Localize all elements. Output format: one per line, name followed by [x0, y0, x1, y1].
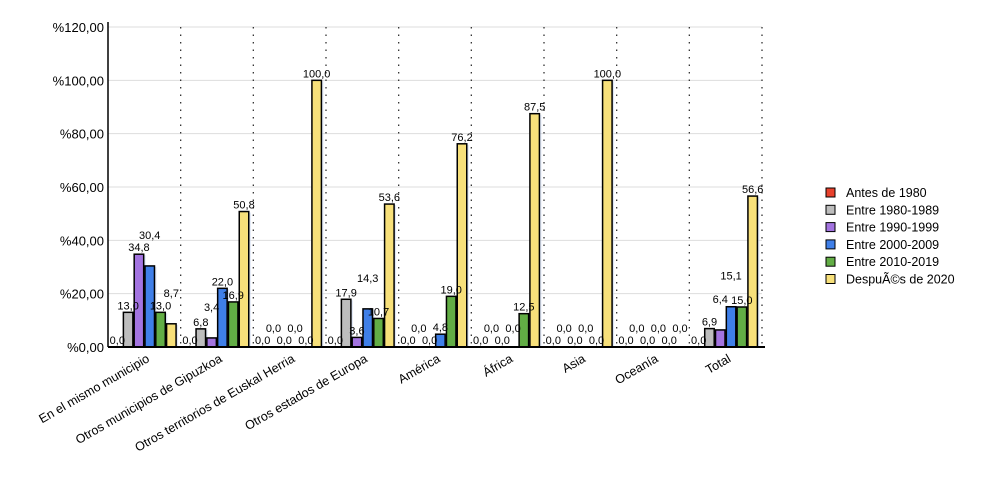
- data-label: 12,5: [513, 302, 534, 314]
- data-label: 0,0: [287, 323, 302, 335]
- legend-swatch: [825, 239, 836, 250]
- data-label: 0,0: [266, 323, 281, 335]
- legend-label: Entre 2000-2009: [846, 238, 939, 252]
- y-tick-label: %100,00: [53, 73, 104, 88]
- bar: [165, 323, 177, 348]
- data-label: 0,0: [672, 323, 687, 335]
- legend-swatch: [825, 187, 836, 198]
- legend-swatch: [825, 256, 836, 267]
- x-tick-label: África: [480, 351, 515, 380]
- data-label: 30,4: [139, 230, 160, 242]
- data-label: 6,9: [702, 317, 717, 329]
- y-tick-label: %80,00: [60, 127, 104, 142]
- bar: [238, 210, 250, 348]
- data-label: 0,0: [567, 335, 582, 347]
- y-tick-label: %0,00: [67, 340, 104, 355]
- legend-label: Entre 1980-1989: [846, 203, 939, 217]
- y-tick-label: %20,00: [60, 287, 104, 302]
- bar: [725, 305, 737, 348]
- y-tick-label: %40,00: [60, 233, 104, 248]
- data-label: 4,8: [433, 322, 448, 334]
- data-label: 16,9: [222, 290, 243, 302]
- x-tick-label: Oceanía: [613, 351, 661, 387]
- legend-label: Entre 1990-1999: [846, 221, 939, 235]
- y-tick-label: %60,00: [60, 180, 104, 195]
- data-label: 0,0: [473, 335, 488, 347]
- data-label: 0,0: [328, 335, 343, 347]
- data-label: 8,7: [164, 288, 179, 300]
- data-label: 0,0: [277, 335, 292, 347]
- data-label: 6,4: [713, 294, 728, 306]
- data-label: 0,0: [589, 335, 604, 347]
- bar: [736, 306, 748, 348]
- bar: [747, 195, 759, 348]
- bar: [351, 336, 363, 348]
- data-label: 0,0: [618, 335, 633, 347]
- data-label: 56,6: [742, 184, 763, 196]
- data-label: 0,0: [110, 335, 125, 347]
- data-label: 6,8: [193, 317, 208, 329]
- legend-swatch: [825, 204, 836, 215]
- data-label: 0,0: [422, 335, 437, 347]
- data-label: 0,0: [578, 323, 593, 335]
- legend-label: Entre 2010-2019: [846, 255, 939, 269]
- data-label: 3,6: [349, 325, 364, 337]
- data-label: 0,0: [505, 323, 520, 335]
- data-label: 50,8: [233, 200, 254, 212]
- data-label: 0,0: [411, 323, 426, 335]
- data-label: 76,2: [451, 132, 472, 144]
- data-label: 0,0: [255, 335, 270, 347]
- data-label: 0,0: [691, 335, 706, 347]
- data-label: 0,0: [546, 335, 561, 347]
- bar: [714, 329, 726, 348]
- bar: [311, 79, 323, 348]
- data-label: 17,9: [335, 287, 356, 299]
- legend-swatch: [825, 222, 836, 233]
- data-label: 15,0: [731, 295, 752, 307]
- data-label: 53,6: [379, 192, 400, 204]
- data-label: 13,0: [150, 300, 171, 312]
- bar: [227, 301, 239, 348]
- x-tick-label: Asia: [560, 351, 588, 375]
- bar: [373, 317, 385, 348]
- data-label: 15,1: [720, 271, 741, 283]
- data-label: 0,0: [629, 323, 644, 335]
- data-label: 0,0: [182, 335, 197, 347]
- data-label: 3,4: [204, 302, 219, 314]
- y-tick-label: %120,00: [53, 20, 104, 35]
- data-label: 0,0: [298, 335, 313, 347]
- x-tick-label: Otros estados de Europa: [242, 351, 369, 433]
- data-label: 13,0: [117, 300, 138, 312]
- data-label: 19,0: [440, 284, 461, 296]
- data-label: 0,0: [651, 323, 666, 335]
- data-label: 0,0: [640, 335, 655, 347]
- data-label: 87,5: [524, 102, 545, 114]
- data-label: 14,3: [357, 273, 378, 285]
- x-tick-label: Total: [703, 351, 733, 376]
- data-label: 34,8: [128, 242, 149, 254]
- data-label: 100,0: [594, 68, 622, 80]
- legend-swatch: [825, 274, 836, 284]
- bar: [206, 337, 218, 348]
- data-label: 0,0: [495, 335, 510, 347]
- data-label: 0,0: [556, 323, 571, 335]
- x-tick-label: América: [396, 351, 443, 386]
- bar: [456, 143, 468, 348]
- legend-label: DespuÃ©s de 2020: [846, 273, 955, 287]
- bar: [155, 311, 167, 348]
- data-label: 10,7: [368, 306, 389, 318]
- data-label: 0,0: [484, 323, 499, 335]
- bar: [601, 79, 613, 348]
- legend-label: Antes de 1980: [846, 186, 927, 200]
- data-label: 100,0: [303, 68, 331, 80]
- bar: [383, 203, 395, 348]
- data-label: 0,0: [662, 335, 677, 347]
- data-label: 0,0: [400, 335, 415, 347]
- data-label: 22,0: [212, 276, 233, 288]
